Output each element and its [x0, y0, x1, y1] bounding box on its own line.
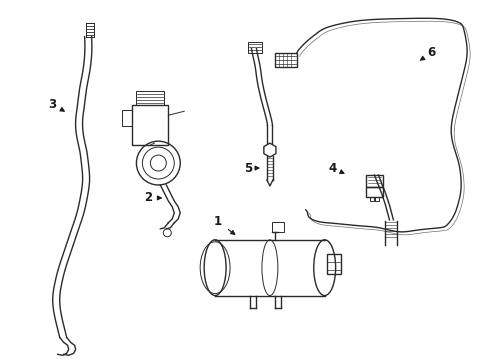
Text: 3: 3: [49, 98, 57, 111]
Text: 5: 5: [244, 162, 252, 175]
Bar: [122, 110, 132, 126]
Bar: [275, 54, 297, 67]
Text: 2: 2: [145, 192, 152, 204]
Bar: [366, 175, 384, 187]
Bar: [248, 41, 262, 54]
Bar: [272, 222, 284, 232]
Text: 6: 6: [427, 46, 436, 59]
Bar: [327, 254, 341, 274]
Text: 4: 4: [328, 162, 337, 175]
Bar: [136, 91, 164, 105]
Bar: [366, 187, 384, 197]
Bar: [132, 105, 168, 145]
Text: 1: 1: [214, 215, 222, 228]
